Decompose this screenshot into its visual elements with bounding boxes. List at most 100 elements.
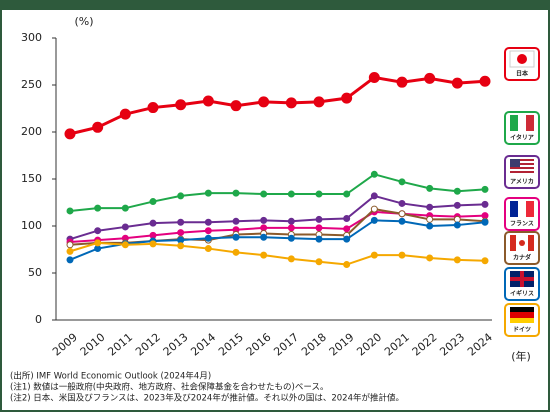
point — [260, 224, 268, 232]
point — [426, 215, 434, 223]
point — [149, 198, 157, 206]
point — [177, 242, 185, 250]
flag — [510, 277, 534, 281]
point — [121, 204, 129, 212]
y-tick-label: 50 — [28, 266, 42, 279]
point — [92, 121, 104, 133]
point — [481, 218, 489, 226]
series-line — [69, 75, 486, 136]
legend-flag — [510, 201, 534, 217]
flag — [510, 312, 534, 318]
point — [66, 241, 74, 249]
point — [177, 229, 185, 237]
note: (注1) 数値は一般政府(中央政府、地方政府、社会保障基金を合わせたもの)ベース… — [10, 382, 328, 393]
flag — [510, 167, 534, 169]
point — [177, 236, 185, 244]
point — [398, 199, 406, 207]
legend-item: アメリカ — [504, 155, 540, 189]
x-axis-label: (年) — [511, 349, 531, 363]
legend-item: ドイツ — [504, 303, 540, 337]
y-tick-label: 300 — [21, 31, 42, 44]
point — [260, 216, 268, 224]
point — [343, 235, 351, 243]
flag — [510, 163, 534, 165]
legend-label: アメリカ — [510, 179, 534, 186]
point — [343, 214, 351, 222]
flag — [510, 159, 520, 167]
point — [121, 241, 129, 249]
flag — [517, 54, 527, 64]
point — [315, 190, 323, 198]
legend-flag — [510, 307, 534, 323]
point — [94, 245, 102, 253]
series-line — [69, 219, 486, 261]
point — [204, 245, 212, 253]
legend-flag — [510, 115, 534, 131]
legend-flag — [510, 271, 534, 287]
point — [370, 216, 378, 224]
point — [396, 76, 408, 88]
point — [343, 225, 351, 233]
point — [343, 261, 351, 269]
point — [453, 201, 461, 209]
point — [149, 219, 157, 227]
point — [341, 92, 353, 104]
point — [370, 170, 378, 178]
point — [94, 227, 102, 235]
flag — [510, 115, 518, 131]
point — [368, 71, 380, 83]
point — [424, 72, 436, 84]
point — [230, 100, 242, 112]
y-tick-label: 0 — [35, 313, 42, 326]
point — [343, 190, 351, 198]
point — [287, 234, 295, 242]
point — [481, 212, 489, 220]
point — [119, 108, 131, 120]
point — [232, 233, 240, 241]
point — [426, 203, 434, 211]
point — [287, 190, 295, 198]
point — [370, 205, 378, 213]
point — [398, 178, 406, 186]
point — [232, 217, 240, 225]
legend-item: 日本 — [504, 47, 540, 81]
point — [287, 224, 295, 232]
legend-item: イタリア — [504, 111, 540, 145]
flag — [526, 201, 534, 217]
point — [426, 222, 434, 230]
point — [258, 96, 270, 108]
point — [66, 256, 74, 264]
flag — [510, 159, 534, 161]
point — [204, 227, 212, 235]
point — [481, 185, 489, 193]
point — [315, 215, 323, 223]
point — [481, 200, 489, 208]
legend-flag — [510, 159, 534, 173]
legend-label: フランス — [510, 221, 534, 228]
point — [315, 235, 323, 243]
point — [453, 215, 461, 223]
note: (注2) 日本、米国及びフランスは、2023年及び2024年が推計値。それ以外の… — [10, 393, 404, 404]
header-band — [0, 0, 550, 10]
legend-label: 日本 — [516, 70, 529, 78]
point — [260, 190, 268, 198]
point — [398, 217, 406, 225]
point — [232, 189, 240, 197]
point — [451, 77, 463, 89]
flag — [510, 201, 518, 217]
flag — [510, 318, 534, 323]
flag — [510, 171, 534, 173]
point — [66, 247, 74, 255]
series-line — [69, 210, 486, 243]
legend-label: カナダ — [513, 254, 531, 262]
legend-label: イタリア — [510, 134, 534, 142]
legend-item: フランス — [504, 197, 540, 231]
point — [398, 210, 406, 218]
point — [315, 258, 323, 266]
legend-label: ドイツ — [513, 327, 531, 334]
flag — [510, 235, 516, 251]
point — [66, 207, 74, 215]
point — [64, 128, 76, 140]
legend-item: イギリス — [504, 267, 540, 301]
point — [149, 231, 157, 239]
